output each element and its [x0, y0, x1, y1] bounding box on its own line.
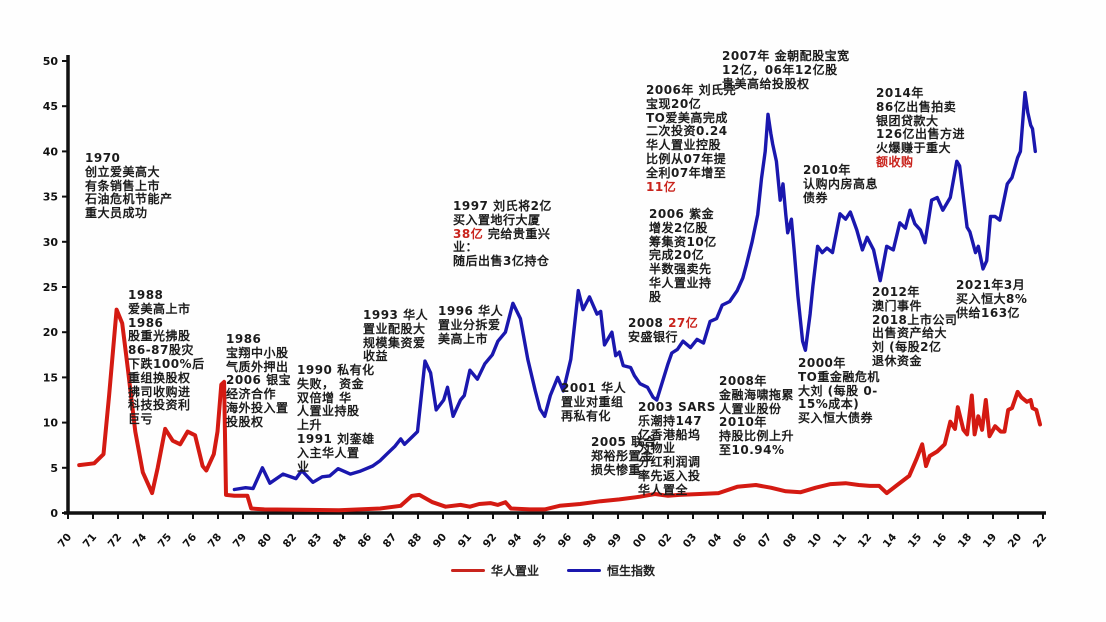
legend-label: 华人置业: [490, 564, 539, 578]
y-tick-label: 30: [43, 236, 59, 249]
x-tick-label: 04: [706, 531, 725, 550]
x-tick-label: 12: [856, 531, 875, 550]
annotation: 2014年 86亿出售拍卖 银团贷款大 126亿出售方进 火爆赚于重大 额收购: [876, 86, 966, 169]
y-tick-label: 40: [43, 145, 59, 158]
y-tick-label: 10: [43, 417, 59, 430]
x-tick-label: 80: [256, 531, 275, 550]
x-tick-label: 88: [406, 531, 425, 550]
x-tick-label: 82: [281, 531, 300, 550]
y-tick-label: 15: [43, 371, 58, 384]
x-tick-label: 00: [631, 531, 650, 550]
x-tick-label: 83: [306, 531, 325, 550]
annotation: 2021年3月 买入恒大8% 供给163亿: [956, 278, 1028, 320]
x-tick-label: 14: [881, 531, 900, 550]
legend-item-hang-seng-index: 恒生指数: [567, 562, 655, 579]
x-tick-label: 84: [331, 531, 350, 550]
x-tick-label: 87: [381, 531, 400, 550]
x-tick-label: 75: [156, 531, 175, 550]
annotation: 2001 华人 置业对重组 再私有化: [561, 381, 627, 423]
y-tick-label: 20: [43, 326, 59, 339]
x-tick-label: 96: [556, 531, 575, 550]
x-tick-label: 99: [606, 531, 625, 550]
y-tick-label: 5: [50, 462, 58, 475]
x-tick-label: 86: [356, 531, 375, 550]
annotation: 2012年 澳门事件 2018上市公司 出售资产给大刘 (每股2亿 退休资金: [872, 285, 958, 368]
annotation: 1990 私有化 失败， 资金 双倍增 华人置业持股 上升 1991 刘銮雄 入主华人置业: [297, 363, 375, 474]
x-tick-label: 11: [831, 531, 850, 550]
x-tick-label: 08: [781, 531, 800, 550]
annotation: 2007年 金朝配股宝宽 12亿，06年12亿股 贵美高给投股权: [722, 49, 850, 91]
x-tick-label: 71: [81, 531, 100, 550]
x-tick-label: 22: [1031, 531, 1050, 550]
legend: 华人置业 恒生指数: [0, 562, 1106, 579]
x-tick-label: 70: [56, 531, 75, 550]
x-tick-label: 72: [106, 531, 125, 550]
legend-item-chinese-estates: 华人置业: [450, 562, 539, 579]
x-tick-label: 06: [731, 531, 750, 550]
annotation: 2006年 刘氏完 宝现20亿 TO爱美高完成 二次投资0.24 华人置业控股 比例从07…: [646, 83, 737, 194]
x-tick-label: 98: [581, 531, 600, 550]
blue-line-swatch: [567, 569, 601, 572]
x-tick-label: 19: [981, 531, 1000, 550]
annotation: 2003 SARS 乐潮持147 亿香港船坞 为物业 分红利润调 率先返入投 华人置全: [638, 400, 716, 497]
x-tick-label: 18: [956, 531, 975, 550]
annotation: 2000年 TO重金融危机 大刘 (每股 0- 15%成本) 买入恒大债券: [798, 356, 880, 426]
annotation: 2005 联合 郑裕彤置金 损失惨重: [591, 435, 657, 477]
y-tick-label: 25: [43, 281, 58, 294]
annotation: 2008 27亿 安盛银行: [628, 316, 699, 344]
annotation: 2008年 金融海啸拖累 人置业股份 2010年 持股比例上升 至10.94%: [719, 374, 795, 457]
x-tick-label: 92: [481, 531, 500, 550]
x-tick-label: 91: [456, 531, 475, 550]
annotation: 1993 华人 置业配股大 规模集资爱 收益: [363, 308, 429, 364]
x-tick-label: 78: [206, 531, 225, 550]
x-tick-label: 74: [131, 531, 150, 550]
y-tick-label: 50: [43, 55, 59, 68]
annotation: 2006 紫金 增发2亿股 筹集资10亿 完成20亿 半数强卖先 华人置业持股: [649, 207, 717, 304]
x-tick-label: 02: [656, 531, 675, 550]
annotation: 1996 华人 置业分拆爱 美高上市: [438, 304, 504, 346]
legend-label: 恒生指数: [607, 564, 656, 578]
x-tick-label: 79: [231, 531, 250, 550]
annotation: 2010年 认购内房高息 债券: [803, 163, 879, 205]
series-华人置业: [77, 307, 1042, 513]
x-tick-label: 16: [931, 531, 950, 550]
x-tick-label: 76: [181, 531, 200, 550]
x-tick-label: 07: [756, 531, 775, 550]
x-tick-label: 94: [506, 531, 525, 550]
x-tick-label: 90: [431, 531, 450, 550]
series-恒生指数: [232, 90, 1038, 492]
y-tick-label: 45: [43, 100, 58, 113]
annotation: 1997 刘氏将2亿 买入置地行大厦 38亿 完给贵重兴 业： 随后出售3亿持仓: [453, 199, 552, 269]
x-tick-label: 95: [531, 531, 550, 550]
y-tick-label: 0: [50, 507, 58, 520]
x-tick-label: 20: [1006, 531, 1025, 550]
annotation: 1988 爱美高上市 1986 股重光拂股 86-87股灾 下跌100%后 重组换股权 拂司收…: [128, 288, 205, 427]
annotation: 1970 创立爱美高大 有条销售上市 石油危机节能产 重大员成功: [85, 151, 173, 221]
x-tick-label: 15: [906, 531, 925, 550]
x-tick-label: 10: [806, 531, 825, 550]
x-tick-label: 03: [681, 531, 700, 550]
annotation: 1986 宝翔中小股 气质外押出 2006 银宝 经济合作 海外投入置 投股权: [226, 332, 292, 429]
red-line-swatch: [450, 569, 485, 572]
y-tick-label: 35: [43, 191, 58, 204]
